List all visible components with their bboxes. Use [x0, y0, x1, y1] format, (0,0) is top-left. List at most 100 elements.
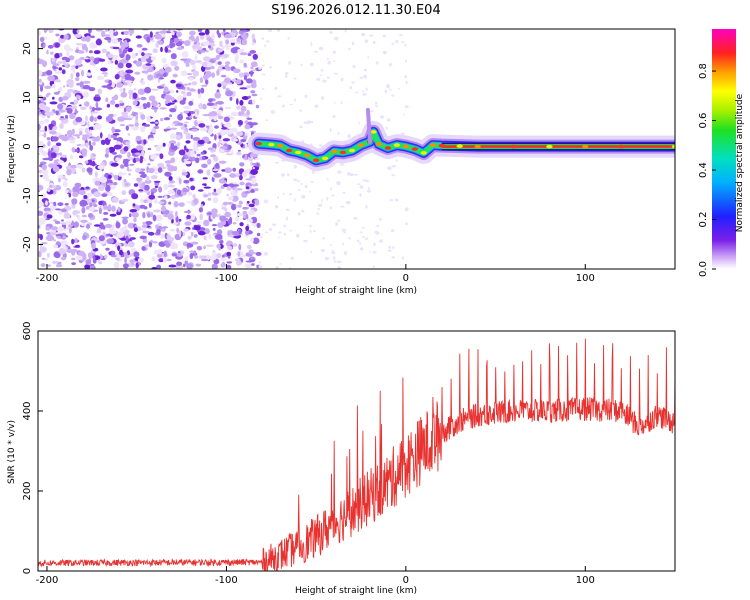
noise-blob [83, 91, 89, 98]
noise-blob [235, 79, 242, 85]
noise-blob [104, 254, 108, 259]
noise-blob [250, 61, 258, 67]
noise-blob [41, 60, 48, 67]
noise-blob [232, 68, 241, 74]
noise-blob [40, 263, 46, 268]
noise-blob [80, 144, 85, 148]
noise-blob [113, 144, 122, 150]
noise-blob [374, 101, 378, 105]
noise-blob [353, 173, 358, 176]
noise-blob [119, 100, 124, 104]
noise-blob [95, 94, 100, 98]
noise-blob [116, 231, 125, 238]
noise-blob [75, 255, 83, 261]
noise-blob [92, 106, 95, 112]
noise-blob [298, 188, 301, 191]
noise-blob [140, 150, 145, 157]
noise-blob [45, 200, 48, 206]
noise-blob [147, 167, 155, 174]
noise-blob [373, 242, 376, 247]
noise-blob [86, 72, 92, 76]
noise-blob [347, 134, 352, 138]
noise-blob [212, 57, 220, 61]
noise-blob [127, 157, 134, 160]
noise-blob [326, 196, 329, 201]
noise-blob [153, 250, 160, 255]
noise-blob [122, 72, 128, 75]
noise-blob [167, 189, 175, 195]
noise-blob [66, 130, 74, 137]
noise-blob [232, 222, 237, 225]
noise-blob [326, 178, 329, 181]
noise-blob [237, 204, 242, 208]
noise-blob [198, 46, 202, 51]
noise-blob [38, 70, 43, 77]
noise-blob [386, 84, 390, 89]
noise-blob [170, 96, 175, 102]
noise-blob [394, 198, 399, 202]
noise-blob [354, 91, 359, 94]
noise-blob [203, 41, 210, 46]
noise-blob [277, 95, 282, 98]
noise-blob [238, 243, 242, 251]
noise-blob [356, 183, 361, 186]
noise-blob [114, 73, 120, 80]
noise-blob [203, 56, 211, 62]
colorbar-label: Normalized spectral amplitude [735, 93, 745, 232]
noise-blob [225, 90, 233, 97]
noise-blob [197, 139, 205, 145]
noise-blob [310, 251, 313, 253]
noise-blob [127, 222, 135, 229]
noise-blob [190, 241, 199, 245]
noise-blob [109, 172, 113, 175]
noise-blob [216, 243, 221, 249]
noise-blob [107, 174, 112, 179]
noise-blob [53, 251, 61, 258]
noise-blob [234, 187, 238, 193]
noise-blob [80, 219, 88, 223]
noise-blob [218, 160, 227, 164]
noise-blob [136, 145, 144, 151]
noise-blob [93, 204, 98, 208]
noise-blob [122, 159, 129, 165]
noise-blob [175, 211, 178, 218]
noise-blob [158, 186, 163, 193]
noise-blob [274, 161, 280, 164]
noise-blob [289, 103, 293, 106]
noise-blob [250, 82, 257, 89]
noise-blob [243, 75, 248, 81]
noise-blob [339, 163, 345, 166]
signal-hotspot [375, 142, 383, 146]
signal-hotspot [546, 144, 553, 149]
spectrogram-y-tick-label: 0 [22, 143, 33, 149]
snr-x-ticks: -200 -100 0 100 [36, 566, 595, 586]
noise-blob [76, 94, 80, 99]
noise-blob [149, 36, 154, 42]
noise-blob [54, 53, 61, 59]
noise-blob [151, 187, 158, 193]
snr-y-ticks: 0 200 400 600 [22, 321, 43, 574]
snr-x-tick-label: -100 [215, 575, 238, 586]
noise-blob [260, 235, 264, 239]
noise-blob [87, 121, 90, 127]
noise-blob [201, 163, 208, 168]
noise-blob [68, 55, 75, 61]
noise-blob [185, 132, 191, 140]
noise-blob [403, 113, 406, 116]
noise-blob [49, 184, 53, 188]
noise-blob [111, 119, 116, 123]
noise-blob [237, 251, 241, 257]
noise-blob [310, 181, 315, 183]
noise-blob [193, 225, 201, 231]
noise-blob [150, 56, 156, 61]
noise-blob [133, 88, 137, 91]
noise-blob [248, 251, 257, 255]
noise-blob [199, 35, 205, 40]
noise-blob [56, 235, 61, 239]
noise-blob [40, 85, 43, 92]
noise-blob [256, 222, 261, 228]
noise-blob [330, 244, 332, 247]
noise-blob [124, 256, 127, 264]
noise-blob [151, 106, 159, 110]
